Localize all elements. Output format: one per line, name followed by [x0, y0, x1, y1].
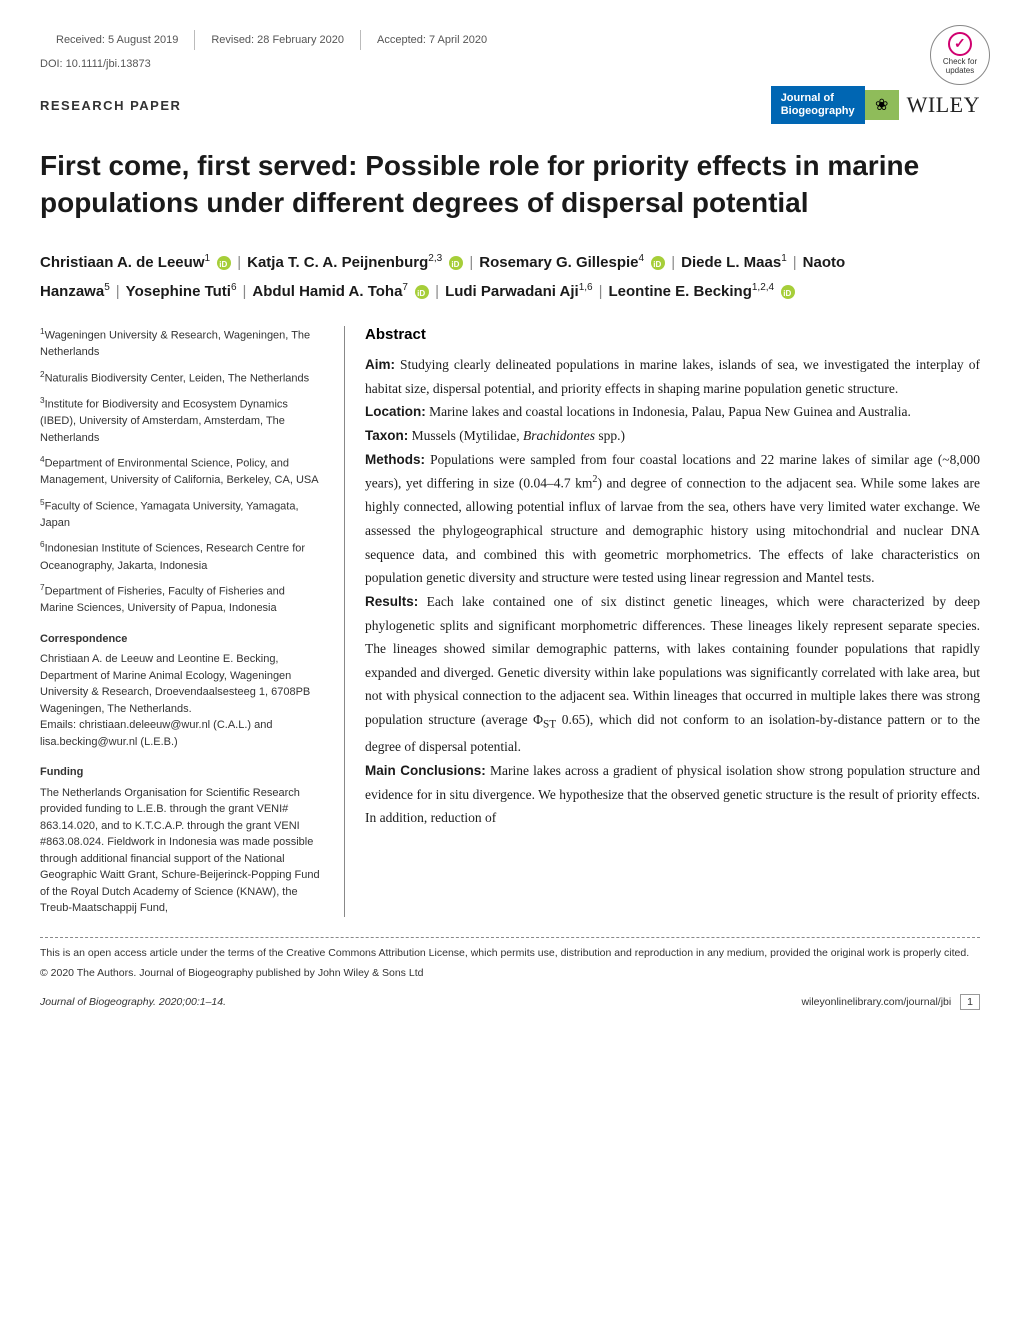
funding-text: The Netherlands Organisation for Scienti…: [40, 785, 320, 917]
license-text: This is an open access article under the…: [40, 946, 980, 962]
abstract-taxon: Taxon: Mussels (Mytilidae, Brachidontes …: [365, 424, 980, 448]
copyright-text: © 2020 The Authors. Journal of Biogeogra…: [40, 966, 980, 982]
publisher-badges: Journal of Biogeography ❀ WILEY: [771, 86, 980, 124]
flower-icon: ❀: [865, 90, 899, 120]
accepted-date: Accepted: 7 April 2020: [361, 30, 503, 50]
correspondence-heading: Correspondence: [40, 631, 320, 648]
abstract-body: Aim: Studying clearly delineated populat…: [365, 353, 980, 830]
affiliation: 5Faculty of Science, Yamagata University…: [40, 497, 320, 532]
header-row: RESEARCH PAPER Journal of Biogeography ❀…: [40, 86, 980, 124]
submission-dates-bar: Received: 5 August 2019 Revised: 28 Febr…: [40, 30, 980, 50]
check-updates-badge[interactable]: Check for updates: [930, 25, 990, 85]
abstract-column: Abstract Aim: Studying clearly delineate…: [344, 326, 980, 917]
abstract-conclusions: Main Conclusions: Marine lakes across a …: [365, 759, 980, 830]
abstract-heading: Abstract: [365, 326, 980, 343]
publisher-name: WILEY: [907, 92, 980, 118]
journal-name-line1: Journal of: [781, 92, 834, 104]
check-icon: [948, 32, 972, 56]
doi: DOI: 10.1111/jbi.13873: [40, 58, 980, 70]
citation: Journal of Biogeography. 2020;00:1–14.: [40, 995, 226, 1011]
footer-right: wileyonlinelibrary.com/journal/jbi 1: [801, 995, 980, 1011]
affiliation: 1Wageningen University & Research, Wagen…: [40, 326, 320, 361]
affiliation: 7Department of Fisheries, Faculty of Fis…: [40, 582, 320, 617]
correspondence-text: Christiaan A. de Leeuw and Leontine E. B…: [40, 651, 320, 750]
abstract-aim: Aim: Studying clearly delineated populat…: [365, 353, 980, 400]
footer-bottom-row: Journal of Biogeography. 2020;00:1–14. w…: [40, 995, 980, 1011]
received-date: Received: 5 August 2019: [40, 30, 195, 50]
affiliation: 6Indonesian Institute of Sciences, Resea…: [40, 539, 320, 574]
journal-name-line2: Biogeography: [781, 105, 855, 117]
funding-heading: Funding: [40, 764, 320, 781]
journal-url[interactable]: wileyonlinelibrary.com/journal/jbi: [801, 996, 951, 1008]
affiliation: 4Department of Environmental Science, Po…: [40, 454, 320, 489]
footer: This is an open access article under the…: [40, 937, 980, 1011]
affiliation: 3Institute for Biodiversity and Ecosyste…: [40, 395, 320, 446]
page-number: 1: [960, 994, 980, 1010]
paper-title: First come, first served: Possible role …: [40, 148, 980, 221]
abstract-results: Results: Each lake contained one of six …: [365, 590, 980, 759]
journal-badge: Journal of Biogeography: [771, 86, 865, 124]
abstract-location: Location: Marine lakes and coastal locat…: [365, 400, 980, 424]
main-columns: 1Wageningen University & Research, Wagen…: [40, 326, 980, 917]
paper-type-label: RESEARCH PAPER: [40, 98, 181, 113]
authors-list: Christiaan A. de Leeuw1 |Katja T. C. A. …: [40, 249, 980, 306]
revised-date: Revised: 28 February 2020: [195, 30, 361, 50]
affiliations-column: 1Wageningen University & Research, Wagen…: [40, 326, 320, 917]
affiliation: 2Naturalis Biodiversity Center, Leiden, …: [40, 369, 320, 387]
check-updates-text: Check for updates: [931, 58, 989, 76]
abstract-methods: Methods: Populations were sampled from f…: [365, 448, 980, 590]
